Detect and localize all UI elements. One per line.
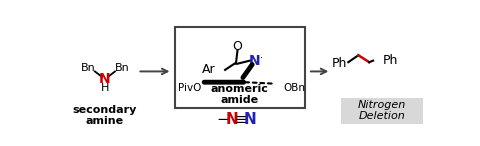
Text: Ar: Ar (202, 63, 216, 76)
Text: Bn: Bn (81, 63, 95, 73)
Text: Ph: Ph (383, 54, 398, 67)
Text: ··: ·· (257, 53, 263, 63)
Text: Nitrogen
Deletion: Nitrogen Deletion (358, 100, 406, 121)
Text: H: H (101, 83, 109, 93)
Text: PivO: PivO (178, 83, 201, 93)
Bar (341, 98, 423, 124)
Text: N: N (243, 112, 256, 127)
Bar (175, 27, 305, 108)
Text: N: N (226, 112, 239, 127)
Text: N: N (249, 54, 260, 68)
Text: anomeric
amide: anomeric amide (211, 84, 269, 105)
Text: Bn: Bn (115, 63, 130, 73)
Text: Ph: Ph (331, 57, 347, 70)
Text: secondary
amine: secondary amine (73, 105, 137, 126)
Text: N: N (99, 72, 111, 86)
Text: OBn: OBn (283, 83, 305, 93)
Text: −: − (216, 112, 229, 127)
Text: ≡: ≡ (234, 112, 247, 127)
Text: O: O (232, 40, 242, 53)
